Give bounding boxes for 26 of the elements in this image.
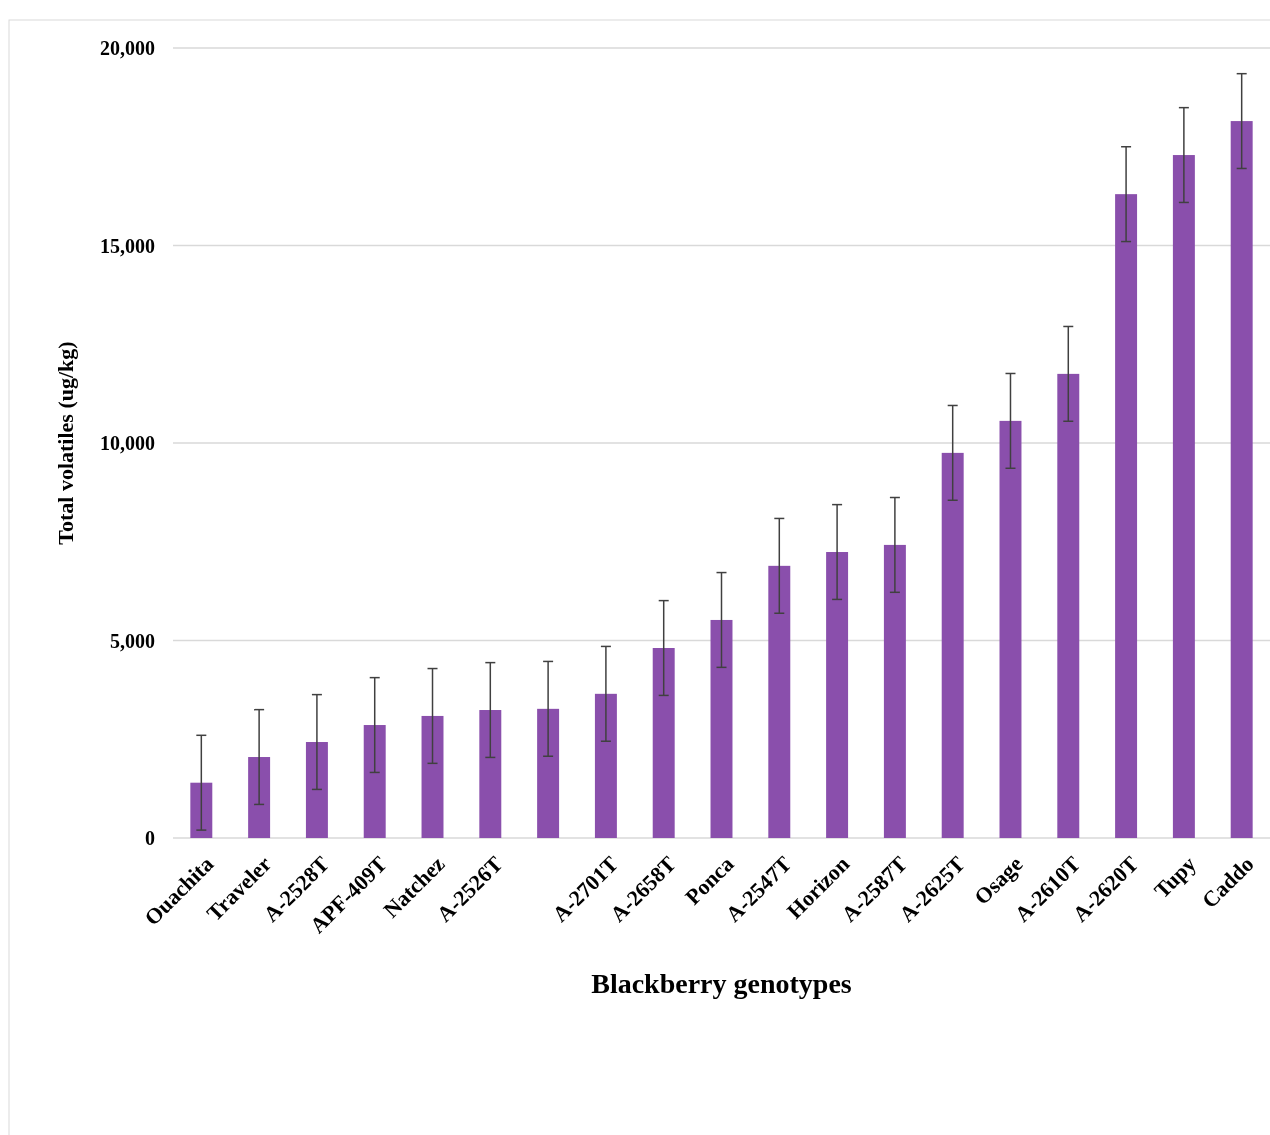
y-tick-label: 0: [145, 827, 155, 849]
bar: [479, 710, 502, 838]
bar: [883, 544, 906, 838]
bar: [421, 715, 444, 838]
bar: [826, 552, 849, 838]
bar: [941, 452, 964, 838]
y-axis-title: Total volatiles (ug/kg): [53, 341, 78, 545]
bar: [652, 648, 675, 838]
bar: [1057, 373, 1080, 838]
bar: [710, 619, 733, 838]
y-tick-label: 15,000: [100, 234, 155, 257]
bar: [537, 708, 560, 838]
bar: [190, 782, 213, 838]
bar: [768, 565, 791, 838]
bar: [305, 742, 328, 838]
y-tick-label: 10,000: [100, 432, 155, 454]
bar: [248, 757, 271, 838]
bar: [1230, 121, 1253, 838]
bar: [594, 693, 617, 838]
y-tick-label: 5,000: [110, 629, 155, 652]
bar: [1172, 155, 1195, 838]
bar: [999, 420, 1022, 838]
bar: [1115, 194, 1138, 838]
x-axis-title: Blackberry genotypes: [591, 968, 852, 999]
bar: [363, 725, 386, 838]
y-tick-label: 20,000: [100, 37, 155, 59]
